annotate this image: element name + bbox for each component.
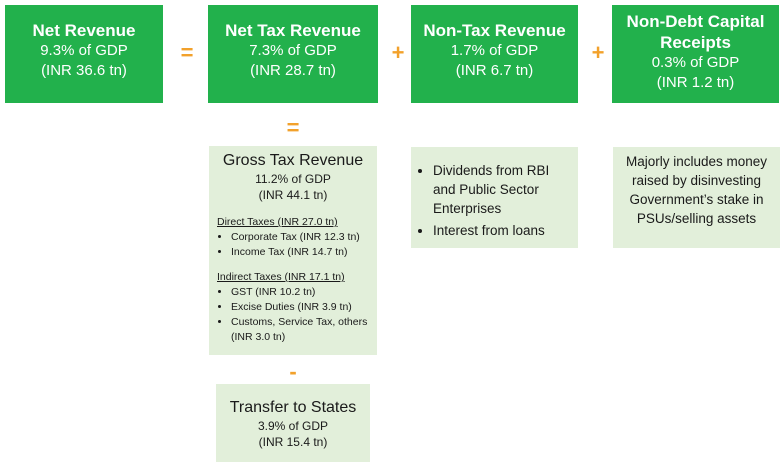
indirect-taxes-section: Indirect Taxes (INR 17.1 tn) GST (INR 10… — [209, 270, 377, 345]
equals-operator-vertical: = — [286, 115, 300, 140]
gross-tax-revenue-box: Gross Tax Revenue 11.2% of GDP (INR 44.1… — [209, 146, 377, 355]
transfer-amount: (INR 15.4 tn) — [258, 435, 328, 449]
non-debt-gdp: 0.3% of GDP — [651, 54, 740, 71]
non-tax-revenue-title: Non-Tax Revenue — [423, 21, 566, 40]
non-debt-title-line2: Receipts — [660, 33, 731, 52]
list-item: Income Tax (INR 14.7 tn) — [231, 245, 377, 260]
plus-operator-2: + — [591, 40, 605, 65]
net-tax-revenue-gdp: 7.3% of GDP — [249, 42, 337, 59]
net-tax-revenue-box: Net Tax Revenue 7.3% of GDP (INR 28.7 tn… — [208, 5, 378, 103]
non-debt-capital-receipts-box: Non-Debt Capital Receipts 0.3% of GDP (I… — [612, 5, 779, 103]
transfer-to-states-box: Transfer to States 3.9% of GDP (INR 15.4… — [216, 384, 370, 462]
non-tax-revenue-gdp: 1.7% of GDP — [450, 42, 539, 59]
list-item: Excise Duties (INR 3.9 tn) — [231, 300, 377, 315]
net-tax-revenue-title: Net Tax Revenue — [225, 21, 361, 40]
list-item: Corporate Tax (INR 12.3 tn) — [231, 230, 377, 245]
list-item: GST (INR 10.2 tn) — [231, 285, 377, 300]
net-revenue-title: Net Revenue — [32, 21, 136, 40]
net-revenue-gdp: 9.3% of GDP — [40, 42, 128, 59]
direct-taxes-section: Direct Taxes (INR 27.0 tn) Corporate Tax… — [209, 215, 377, 260]
gross-tax-title: Gross Tax Revenue — [222, 152, 364, 169]
list-item: Interest from loans — [433, 221, 572, 240]
transfer-title: Transfer to States — [229, 399, 357, 416]
direct-taxes-heading: Direct Taxes (INR 27.0 tn) — [217, 216, 338, 228]
gross-tax-gdp: 11.2% of GDP — [255, 172, 331, 186]
non-tax-revenue-box: Non-Tax Revenue 1.7% of GDP (INR 6.7 tn) — [411, 5, 578, 103]
net-revenue-box: Net Revenue 9.3% of GDP (INR 36.6 tn) — [5, 5, 163, 103]
equals-operator: = — [180, 40, 194, 65]
non-debt-amount: (INR 1.2 tn) — [656, 74, 735, 91]
non-debt-detail-text: Majorly includes money raised by disinve… — [625, 154, 768, 226]
net-tax-revenue-amount: (INR 28.7 tn) — [250, 62, 336, 79]
non-tax-detail-box: Dividends from RBI and Public Sector Ent… — [411, 147, 578, 248]
transfer-gdp: 3.9% of GDP — [257, 419, 329, 433]
plus-operator-1: + — [391, 40, 405, 65]
list-item: Customs, Service Tax, others (INR 3.0 tn… — [231, 315, 377, 345]
non-debt-detail-box: Majorly includes money raised by disinve… — [613, 147, 780, 248]
non-tax-revenue-amount: (INR 6.7 tn) — [455, 62, 534, 79]
net-revenue-amount: (INR 36.6 tn) — [41, 62, 127, 79]
list-item: Dividends from RBI and Public Sector Ent… — [433, 161, 572, 218]
minus-operator: - — [289, 359, 297, 384]
indirect-taxes-heading: Indirect Taxes (INR 17.1 tn) — [217, 271, 345, 283]
non-debt-title-line1: Non-Debt Capital — [626, 12, 765, 31]
gross-tax-amount: (INR 44.1 tn) — [258, 188, 328, 202]
